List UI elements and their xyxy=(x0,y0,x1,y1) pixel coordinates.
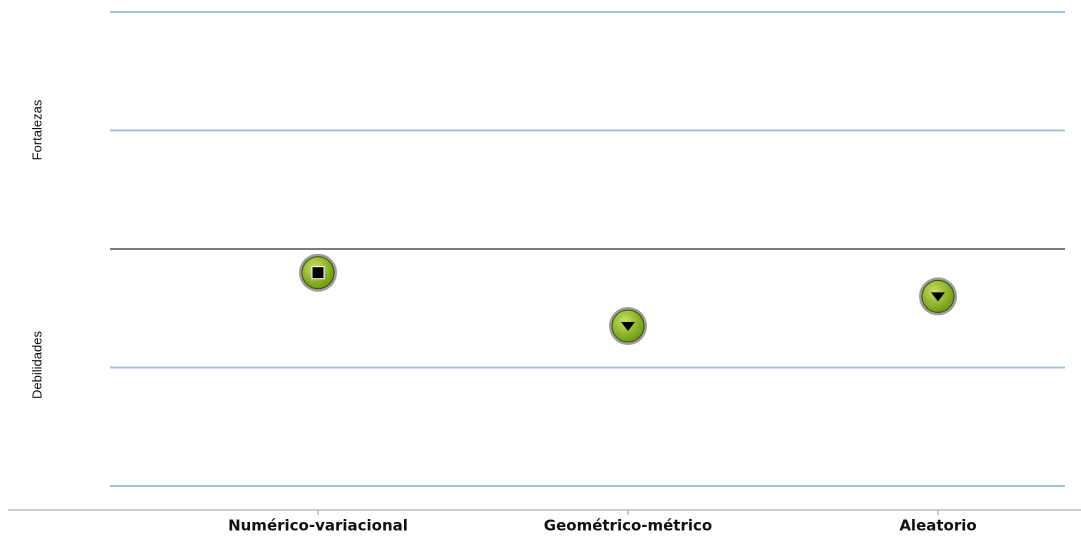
point xyxy=(299,253,337,292)
x-tick-label: Numérico-variacional xyxy=(228,517,408,535)
upper-label: Fortalezas xyxy=(29,99,44,160)
marker-symbol xyxy=(311,266,325,280)
point xyxy=(609,307,647,346)
x-tick-label: Aleatorio xyxy=(899,517,976,535)
point xyxy=(919,277,957,316)
marker-symbol xyxy=(621,322,635,332)
lower-label: Debilidades xyxy=(29,331,44,399)
marker-symbol xyxy=(931,292,945,302)
x-tick-label: Geométrico-métrico xyxy=(544,517,712,535)
